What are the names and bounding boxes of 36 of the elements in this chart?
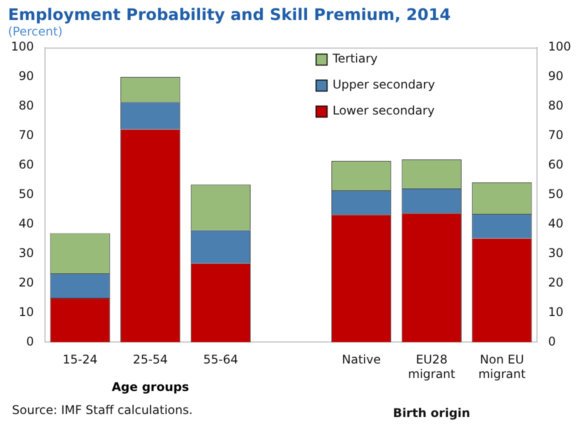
y-tick-label: 40 (18, 216, 34, 230)
y-tick-label: 100 (11, 40, 34, 54)
y2-tick-label: 70 (548, 128, 564, 142)
x-tick-label: 55-64 (203, 352, 238, 367)
y2-tick-label: 20 (548, 275, 564, 290)
y-tick-label: 50 (18, 187, 34, 202)
source-note: Source: IMF Staff calculations. (12, 403, 193, 418)
x-tick-label: 15-24 (62, 352, 98, 367)
y-tick-label: 60 (18, 158, 34, 172)
y2-tick-label: 10 (548, 304, 564, 319)
x-tick-label: EU28 migrant (408, 352, 456, 381)
y-tick-label: 30 (18, 246, 34, 260)
y-tick-label: 70 (18, 128, 34, 142)
x-tick-label: 25-54 (132, 352, 168, 367)
y-tick-label: 80 (18, 98, 34, 113)
x-tick-label: Non EU migrant (478, 352, 526, 381)
y2-tick-label: 80 (548, 98, 564, 113)
text: Age groups (112, 380, 189, 394)
y2-tick-label: 50 (548, 187, 564, 202)
y2-tick-label: 30 (548, 246, 564, 260)
x-tick-label: Native (342, 352, 381, 367)
y2-tick-label: 100 (548, 40, 571, 54)
y2-tick-label: 60 (548, 158, 564, 172)
legend-label: Upper secondary (332, 78, 435, 92)
y-tick-label: 10 (18, 304, 34, 319)
legend-label: Tertiary (332, 52, 378, 66)
y-tick-label: 0 (26, 334, 34, 348)
chart-subtitle: (Percent) (8, 24, 63, 39)
y2-tick-label: 0 (548, 334, 556, 348)
text: Birth origin (393, 406, 470, 420)
y2-tick-label: 40 (548, 216, 564, 230)
y-tick-label: 90 (18, 69, 34, 84)
y-tick-label: 20 (18, 275, 34, 290)
legend-label: Lower secondary (332, 104, 435, 118)
y2-tick-label: 90 (548, 69, 564, 84)
chart-title: Employment Probability and Skill Premium, 2014 (8, 4, 451, 24)
